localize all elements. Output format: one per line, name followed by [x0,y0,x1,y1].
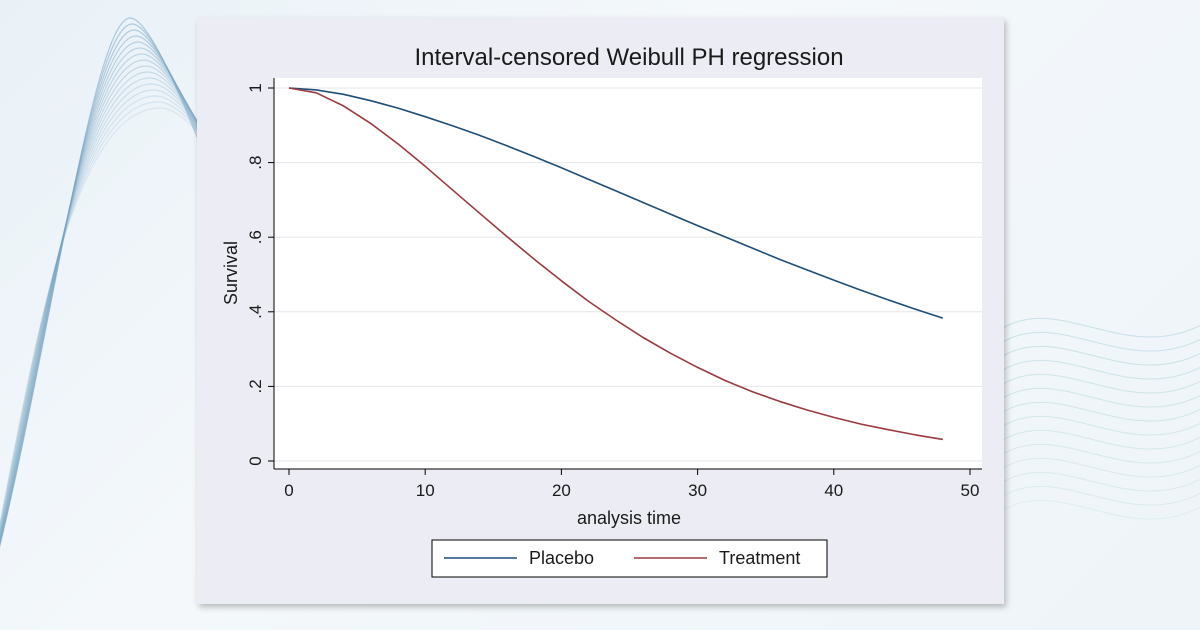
y-tick-label: 0 [246,456,265,465]
wave-line [999,429,1200,450]
wave-line [999,457,1200,478]
x-axis-label: analysis time [577,508,681,528]
legend-label-treatment: Treatment [719,548,800,568]
y-tick-label: .8 [246,156,265,170]
x-tick-label: 0 [284,481,293,500]
y-tick-label: 1 [246,83,265,92]
wave-line [999,331,1200,352]
y-tick-label: .2 [246,379,265,393]
legend: Placebo Treatment [431,539,828,578]
wave-line [999,415,1200,436]
y-tick-label: .4 [246,305,265,319]
series-lines [288,87,944,441]
grid-lines [274,87,982,462]
x-tick-label: 30 [688,481,707,500]
x-tick-label: 40 [824,481,843,500]
series-line-treatment [288,87,943,441]
wave-line [999,317,1200,338]
wave-line [999,345,1200,366]
wave-line [999,401,1200,422]
wave-line [999,499,1200,520]
x-tick-label: 50 [961,481,980,500]
x-tick-label: 20 [552,481,571,500]
wave-line [999,485,1200,506]
axis-ticks: 0.2.4.6.810 10 20 30 40 50 [246,83,979,500]
wave-line [999,373,1200,394]
wave-line [999,387,1200,408]
y-axis-label: Survival [221,241,241,305]
x-tick-label: 10 [416,481,435,500]
wave-line [999,443,1200,464]
plot-area [274,78,982,469]
series-line-placebo [288,87,944,319]
wave-line [999,359,1200,380]
chart-svg: Interval-censored Weibull PH regression … [221,44,982,578]
chart-title: Interval-censored Weibull PH regression [414,44,843,71]
chart-panel: Interval-censored Weibull PH regression … [197,18,1004,604]
y-tick-label: .6 [246,230,265,244]
wave-line [999,471,1200,492]
legend-label-placebo: Placebo [529,548,594,568]
